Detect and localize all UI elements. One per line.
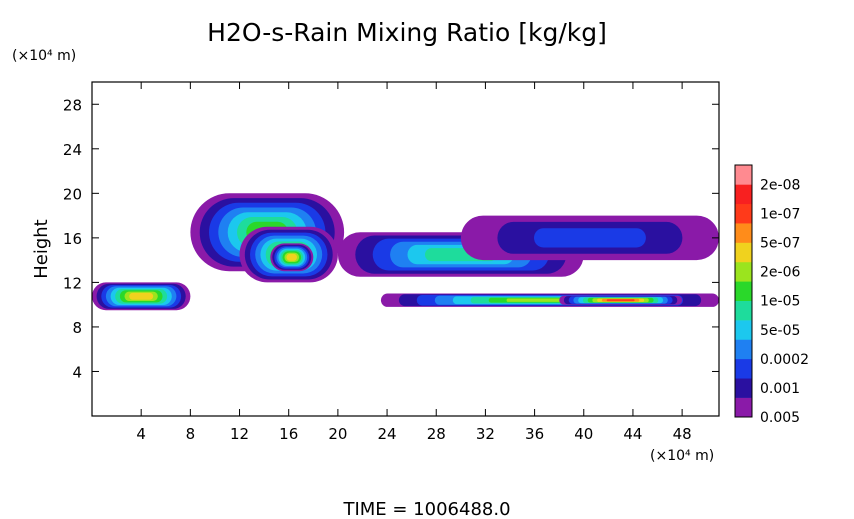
colorbar-label: 2e-08 (760, 177, 800, 193)
x-tick-label: 12 (230, 425, 249, 443)
y-axis: 4 8 12 16 20 24 28 (63, 96, 719, 381)
colorbar-swatch (735, 397, 752, 418)
colorbar-swatch (735, 203, 752, 224)
x-unit-label: (×10⁴ m) (650, 448, 714, 464)
colorbar-label: 1e-05 (760, 294, 800, 310)
colorbar-swatch (735, 184, 752, 205)
x-tick-label: 24 (378, 425, 397, 443)
y-unit-label: (×10⁴ m) (12, 48, 76, 64)
y-axis-label: Height (31, 219, 52, 279)
colorbar-label: 1e-07 (760, 207, 800, 223)
colorbar-swatch (735, 223, 752, 243)
field-region-5-level-9 (129, 292, 154, 300)
x-axis: 4 8 12 16 20 24 28 32 36 40 44 48 (136, 82, 692, 443)
colorbar-label: 0.001 (760, 381, 800, 397)
field-region-4-level-3 (534, 228, 646, 248)
colorbar-swatch (735, 300, 752, 321)
y-tick-label: 20 (63, 185, 82, 203)
y-tick-label: 28 (63, 96, 82, 114)
x-tick-label: 36 (525, 425, 544, 443)
colorbar-swatch (735, 320, 752, 340)
y-tick-label: 24 (63, 141, 82, 159)
colorbar-frame (734, 164, 753, 418)
colorbar-label: 2e-06 (760, 265, 800, 281)
colorbar: 0.005 0.001 0.0002 5e-05 1e-05 2e-06 5e-07 1e-0… (734, 164, 809, 426)
y-tick-label: 8 (72, 319, 82, 337)
colorbar-swatch (735, 339, 752, 360)
colorbar-swatch (735, 378, 752, 398)
colorbar-label: 0.005 (760, 410, 800, 426)
colorbar-swatch (735, 261, 752, 282)
y-tick-label: 4 (72, 363, 82, 381)
colorbar-swatch (735, 242, 752, 263)
colorbar-swatch (735, 358, 752, 379)
x-tick-label: 28 (427, 425, 446, 443)
chart-title: H2O-s-Rain Mixing Ratio [kg/kg] (207, 18, 607, 47)
x-tick-label: 20 (328, 425, 347, 443)
mixing-ratio-field (92, 193, 719, 311)
x-tick-label: 32 (476, 425, 495, 443)
colorbar-swatch (735, 165, 752, 185)
colorbar-label: 5e-07 (760, 236, 800, 252)
colorbar-label: 5e-05 (760, 323, 800, 339)
y-tick-label: 16 (63, 230, 82, 248)
field-region-7-level-11 (606, 299, 635, 302)
x-tick-label: 8 (186, 425, 196, 443)
x-tick-label: 48 (673, 425, 692, 443)
x-tick-label: 4 (136, 425, 146, 443)
x-tick-label: 16 (279, 425, 298, 443)
colorbar-swatch (735, 281, 752, 301)
field-region-2-level-9 (286, 253, 297, 261)
colorbar-label: 0.0002 (760, 352, 809, 368)
y-tick-label: 12 (63, 274, 82, 292)
x-tick-label: 44 (623, 425, 642, 443)
x-tick-label: 40 (574, 425, 593, 443)
plot-frame (91, 81, 720, 417)
time-footer: TIME = 1006488.0 (342, 499, 510, 519)
